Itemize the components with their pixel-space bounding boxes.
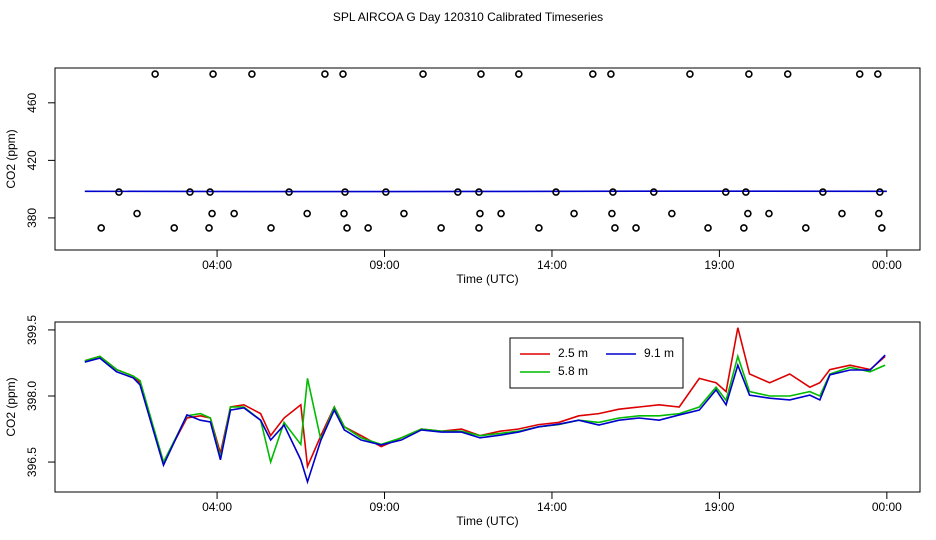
- calibration-point: [535, 224, 543, 232]
- calibration-point: [343, 224, 351, 232]
- calibration-point: [230, 209, 238, 218]
- calibration-point: [341, 188, 349, 196]
- calibration-point: [267, 224, 275, 232]
- x-tick-label: 14:00: [537, 500, 567, 514]
- calibration-point: [783, 70, 792, 78]
- calibration-point: [765, 209, 773, 218]
- calibration-point: [721, 188, 730, 196]
- calibration-point: [649, 188, 658, 196]
- y-tick-label: 380: [25, 208, 39, 228]
- y-axis-label: CO2 (ppm): [4, 129, 18, 188]
- calibration-point: [285, 188, 293, 196]
- x-axis-label: Time (UTC): [456, 272, 518, 286]
- calibration-point: [208, 209, 216, 218]
- calibration-point: [589, 70, 597, 78]
- x-tick-label: 19:00: [704, 258, 734, 272]
- calibration-point: [477, 70, 485, 78]
- x-tick-label: 04:00: [202, 258, 232, 272]
- calibration-point: [802, 224, 810, 232]
- plot-frame: [54, 67, 921, 251]
- y-axis-label: CO2 (ppm): [4, 377, 18, 436]
- calibration-point: [321, 70, 329, 78]
- legend-label: 5.8 m: [558, 364, 588, 378]
- y-tick-label: 398.0: [25, 381, 39, 411]
- calibration-point: [97, 224, 106, 232]
- calibration-point: [170, 224, 179, 232]
- x-tick-label: 04:00: [202, 500, 232, 514]
- calibration-point: [133, 209, 141, 218]
- calibration-point: [878, 224, 886, 232]
- calibration-point: [609, 188, 617, 196]
- x-axis-label: Time (UTC): [456, 514, 518, 528]
- x-tick-label: 09:00: [370, 500, 400, 514]
- plot-frame: [54, 321, 921, 493]
- calibration-point: [303, 209, 311, 218]
- calibration-point: [838, 209, 846, 218]
- y-tick-label: 420: [25, 150, 39, 170]
- legend-box: [509, 337, 684, 389]
- calibration-point: [742, 188, 750, 196]
- calibration-point: [874, 70, 882, 78]
- calibration-point: [209, 70, 217, 78]
- calibration-point: [340, 209, 348, 218]
- calibration-point: [875, 209, 883, 218]
- x-tick-label: 14:00: [537, 258, 567, 272]
- calibration-point: [515, 70, 523, 78]
- calibration-point: [745, 70, 753, 78]
- calibration-point: [206, 188, 214, 196]
- calibration-point: [552, 188, 560, 196]
- series-line: [84, 353, 886, 465]
- calibration-point: [611, 224, 619, 232]
- calibration-point: [876, 188, 884, 196]
- calibration-point: [437, 224, 445, 232]
- series-line: [84, 354, 886, 485]
- calibration-point: [151, 70, 159, 78]
- calibration-point: [400, 209, 408, 218]
- y-tick-label: 396.5: [25, 447, 39, 477]
- y-tick-label: 460: [25, 92, 39, 112]
- calibration-point: [740, 224, 748, 232]
- calibration-point: [186, 188, 194, 196]
- calibration-point: [607, 70, 615, 78]
- calibration-point: [248, 70, 256, 78]
- calibration-point: [608, 209, 616, 218]
- calibration-point: [476, 209, 484, 218]
- calibration-point: [668, 209, 676, 218]
- calibration-point: [704, 224, 712, 232]
- calibration-point: [382, 188, 390, 196]
- calibration-point: [205, 224, 213, 232]
- calibration-point: [419, 70, 427, 78]
- calibration-point: [686, 70, 694, 78]
- legend-label: 9.1 m: [644, 346, 674, 360]
- calibration-point: [475, 224, 483, 232]
- calibration-point: [115, 188, 123, 196]
- x-tick-label: 19:00: [704, 500, 734, 514]
- calibration-point: [744, 209, 752, 218]
- x-tick-label: 00:00: [872, 258, 902, 272]
- calibration-point: [819, 188, 827, 196]
- y-tick-label: 399.5: [25, 315, 39, 345]
- calibration-point: [339, 70, 347, 78]
- calibration-point: [454, 188, 462, 196]
- calibration-point: [364, 224, 372, 232]
- calibration-point: [632, 224, 640, 232]
- x-tick-label: 00:00: [872, 500, 902, 514]
- calibration-point: [475, 188, 483, 196]
- calibration-point: [497, 209, 505, 218]
- calibration-point: [570, 209, 578, 218]
- x-tick-label: 09:00: [370, 258, 400, 272]
- chart-title: SPL AIRCOA G Day 120310 Calibrated Times…: [333, 10, 603, 24]
- calibration-point: [855, 70, 864, 78]
- legend-label: 2.5 m: [558, 346, 588, 360]
